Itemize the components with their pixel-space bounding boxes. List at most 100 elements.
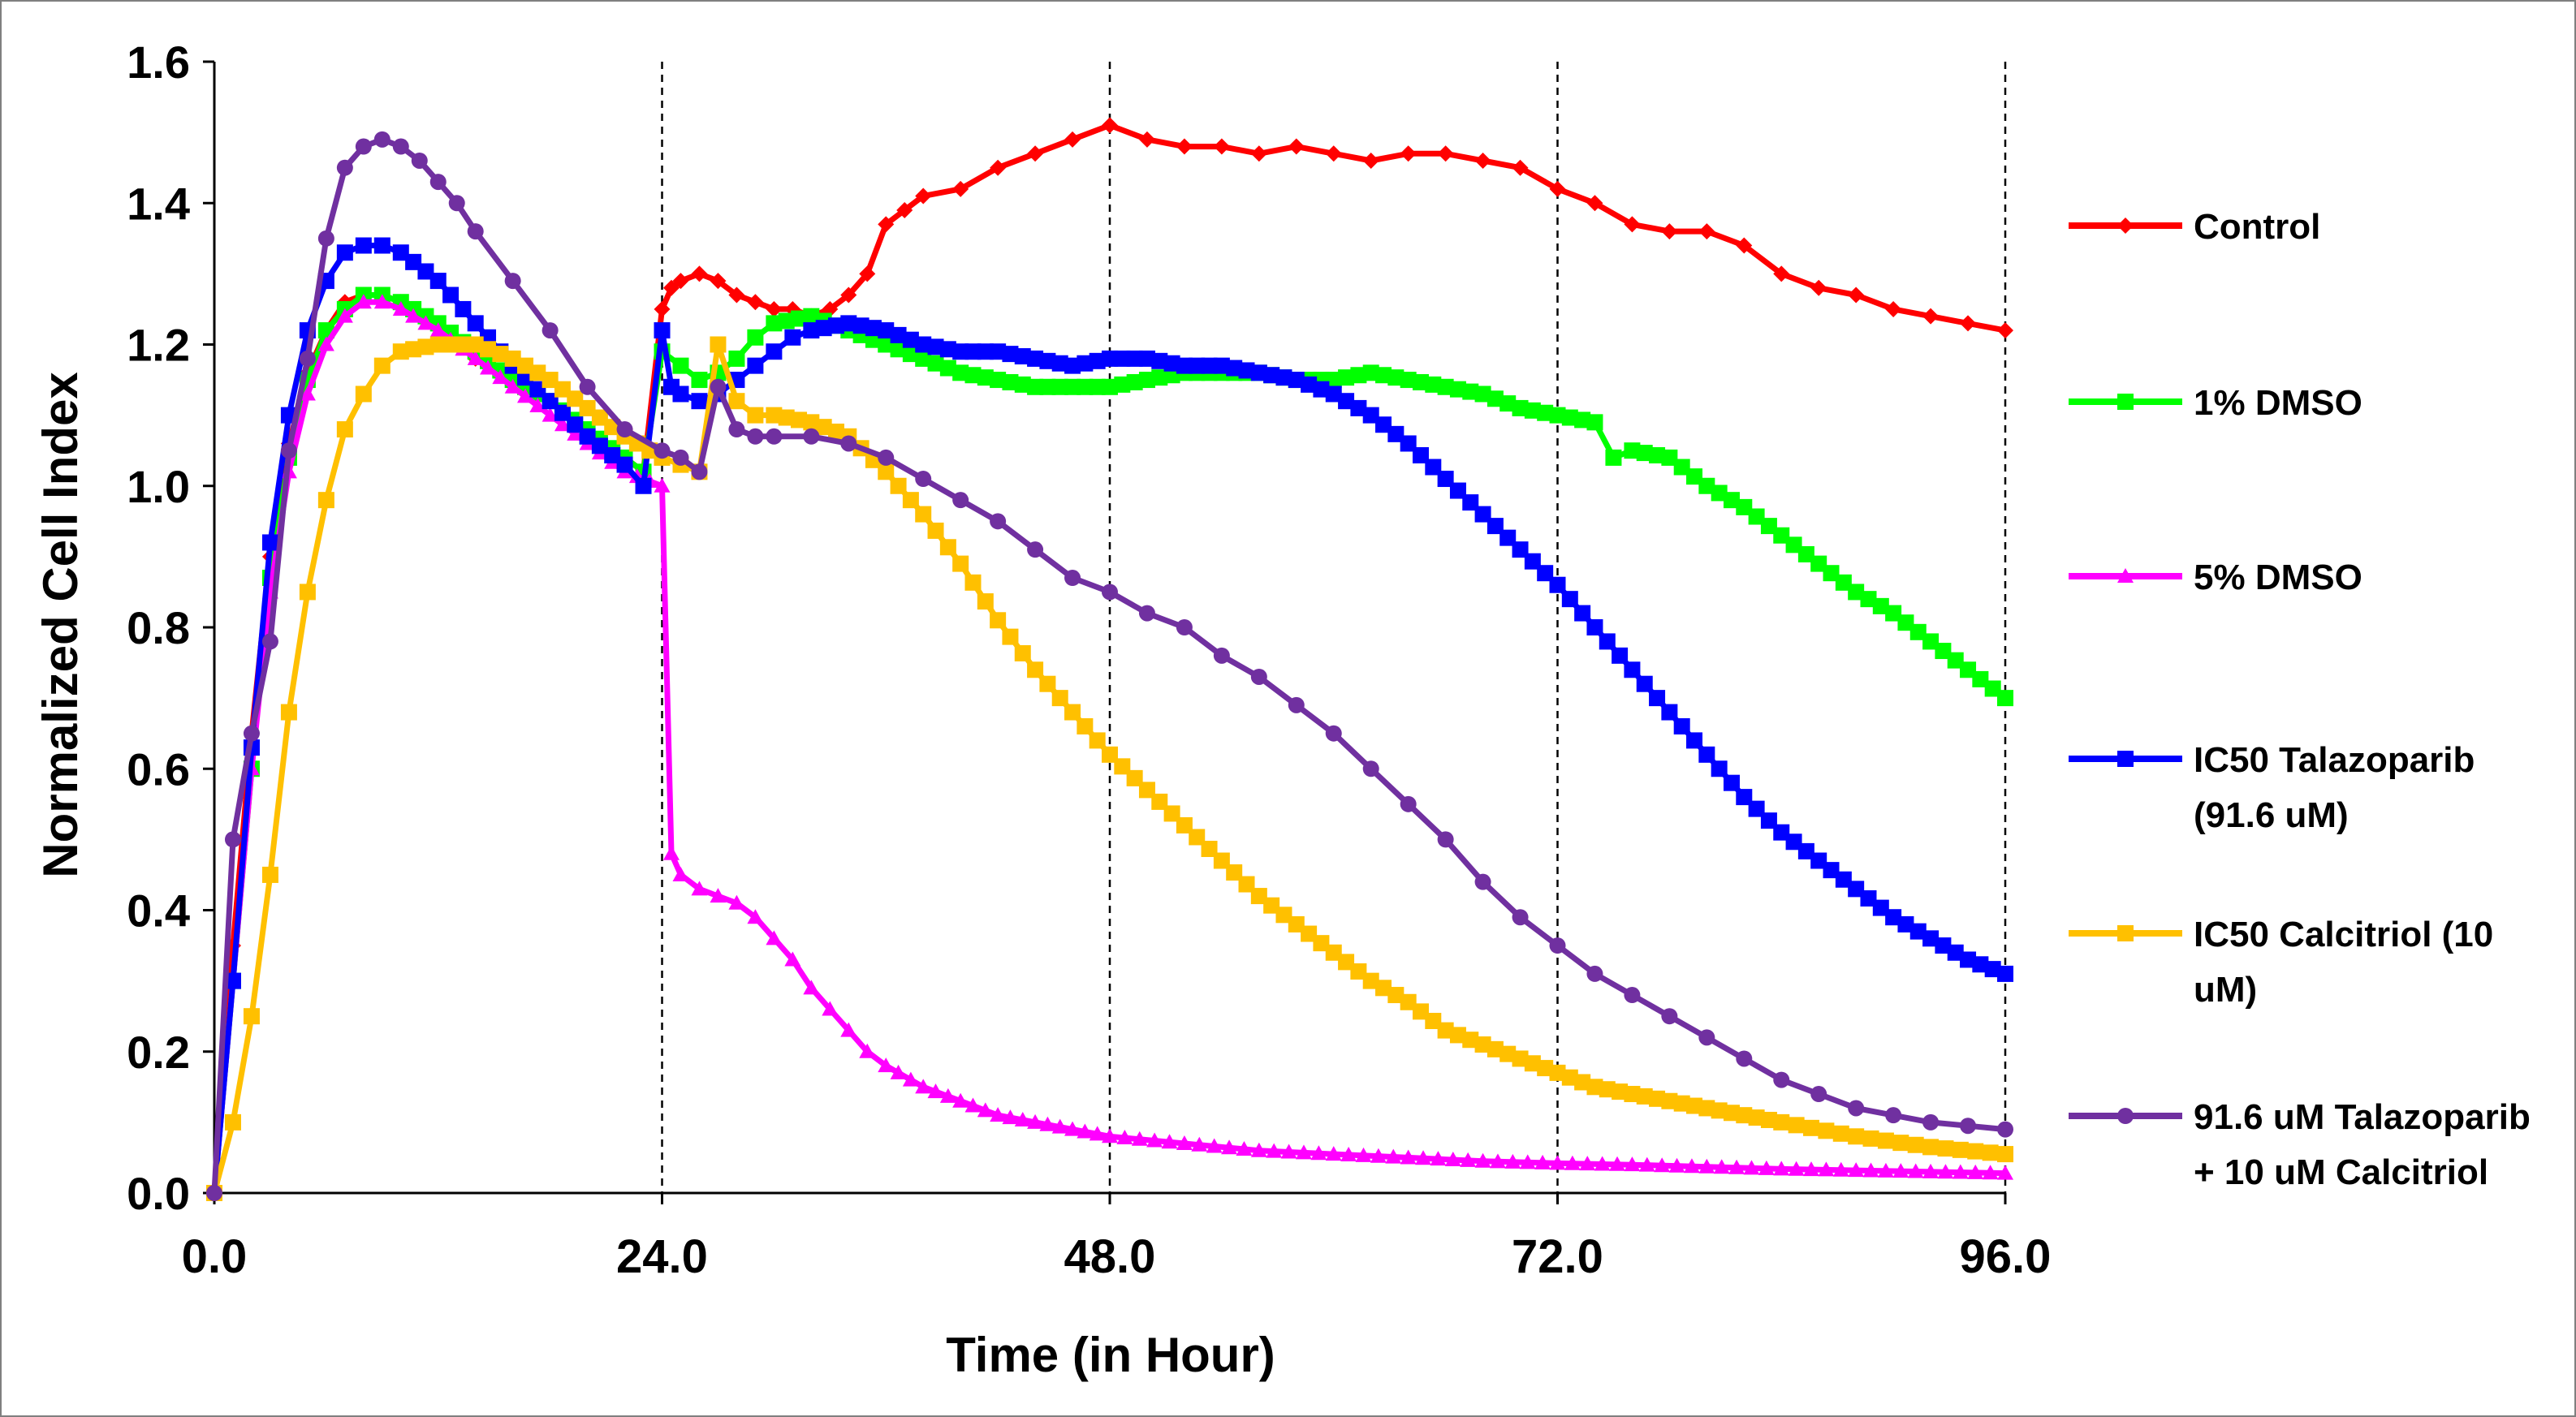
data-point <box>672 273 689 290</box>
data-point <box>1444 1152 1461 1167</box>
data-point <box>1250 888 1267 905</box>
data-point <box>467 315 484 332</box>
data-point <box>1462 1032 1479 1049</box>
data-point <box>417 338 434 355</box>
data-point <box>1295 1144 1312 1160</box>
data-point <box>1848 286 1865 304</box>
y-tick-label: 1.0 <box>127 461 190 512</box>
data-point <box>859 265 876 282</box>
data-point <box>939 1088 956 1103</box>
data-point <box>840 435 857 452</box>
data-point <box>1206 1138 1223 1153</box>
data-point <box>1504 1153 1521 1169</box>
data-point <box>990 372 1007 389</box>
data-point <box>691 265 708 282</box>
data-point <box>1002 346 1019 363</box>
data-point <box>1512 399 1529 416</box>
data-point <box>1102 584 1118 601</box>
data-point <box>1014 644 1031 661</box>
data-point <box>1089 352 1106 369</box>
data-point <box>1375 980 1392 997</box>
data-point <box>815 419 832 436</box>
data-point <box>691 372 708 389</box>
data-point <box>1885 909 1902 926</box>
data-point <box>1425 1012 1442 1029</box>
data-point <box>1064 704 1081 721</box>
data-point <box>1982 1165 1999 1180</box>
data-point <box>1803 1161 1820 1177</box>
data-point <box>1462 383 1479 400</box>
data-point <box>1723 774 1740 791</box>
data-point <box>1624 661 1641 678</box>
x-tick-label: 72.0 <box>1512 1230 1603 1283</box>
data-point <box>1549 1155 1566 1170</box>
data-point <box>1191 1136 1208 1152</box>
data-point <box>1102 1128 1118 1144</box>
data-point <box>1151 793 1168 810</box>
data-point <box>1002 628 1019 645</box>
data-point <box>504 273 521 290</box>
series-ic50-talazoparib-91-6-um <box>206 237 2013 1201</box>
data-point <box>1275 907 1292 924</box>
data-point <box>1537 565 1554 582</box>
data-point <box>654 442 671 459</box>
data-point <box>1661 449 1678 466</box>
data-point <box>952 364 969 381</box>
data-point <box>1138 350 1155 367</box>
data-point <box>1415 1150 1432 1165</box>
data-point <box>1474 385 1491 403</box>
data-point <box>1051 690 1068 707</box>
data-point <box>1832 1161 1849 1177</box>
data-point <box>1848 1162 1865 1178</box>
data-point <box>1711 485 1728 502</box>
data-point <box>480 341 497 358</box>
data-point <box>1412 373 1429 390</box>
data-point <box>728 894 745 910</box>
x-tick-label: 0.0 <box>182 1230 248 1283</box>
data-point <box>429 336 447 353</box>
data-point <box>990 1107 1007 1122</box>
data-point <box>1785 536 1802 553</box>
data-point <box>890 1064 907 1079</box>
data-point <box>1474 1152 1491 1168</box>
data-point <box>1760 812 1777 829</box>
data-point <box>1698 1100 1715 1117</box>
data-point <box>915 506 932 523</box>
data-point <box>467 350 484 365</box>
data-point <box>616 421 633 438</box>
data-point <box>915 187 932 205</box>
data-point <box>1027 378 1044 395</box>
data-point <box>927 1083 944 1099</box>
data-point <box>1997 1121 2013 1138</box>
data-point <box>1325 944 1342 961</box>
data-point <box>1711 760 1728 777</box>
data-point <box>1238 362 1255 379</box>
data-point <box>766 428 783 445</box>
data-point <box>977 369 994 386</box>
data-point <box>429 174 447 191</box>
data-point <box>1412 1003 1429 1020</box>
y-tick-label: 0.4 <box>127 885 190 937</box>
data-point <box>1907 1163 1924 1178</box>
data-point <box>336 159 353 176</box>
data-point <box>1449 482 1466 499</box>
data-point <box>1288 915 1305 932</box>
data-point <box>1624 1086 1641 1103</box>
data-point <box>1221 1139 1238 1155</box>
data-point <box>672 866 689 881</box>
data-point <box>915 336 932 353</box>
data-point <box>1213 357 1230 374</box>
data-point <box>1835 574 1852 591</box>
data-point <box>1027 145 1044 162</box>
data-point <box>579 399 596 416</box>
data-point <box>1698 477 1715 494</box>
data-point <box>1325 1146 1342 1161</box>
data-point <box>1102 117 1118 134</box>
data-point <box>1189 829 1206 846</box>
data-point <box>927 522 944 539</box>
data-point <box>1102 350 1118 367</box>
data-point <box>1872 597 1889 614</box>
data-point <box>1862 1162 1879 1178</box>
data-point <box>1474 1036 1491 1053</box>
data-point <box>1636 1088 1653 1105</box>
